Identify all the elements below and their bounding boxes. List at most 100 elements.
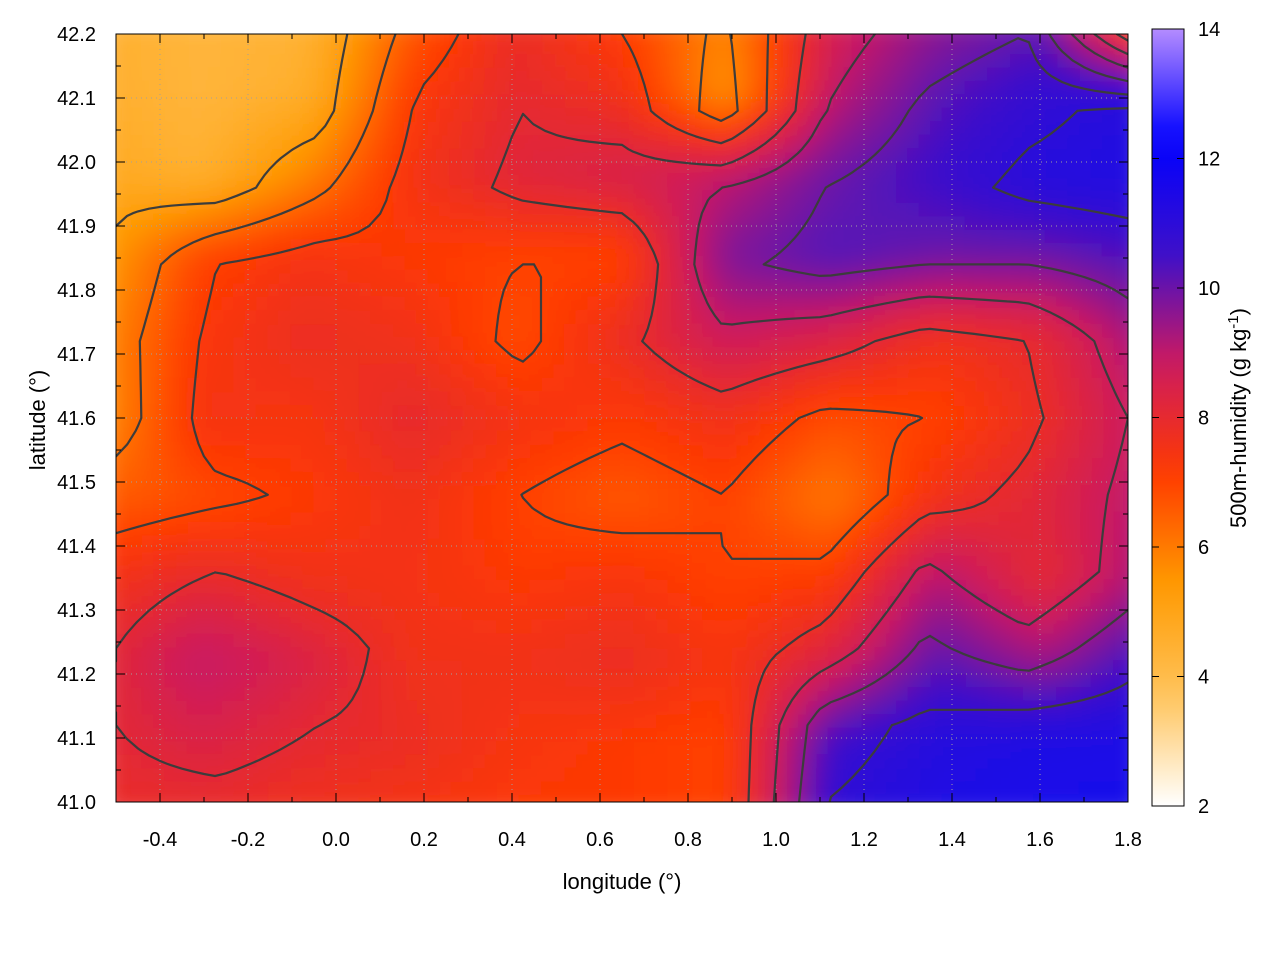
heat-cell xyxy=(804,458,818,473)
heat-cell xyxy=(896,135,909,150)
heat-cell xyxy=(461,54,475,69)
heat-cell xyxy=(256,108,269,123)
heat-cell xyxy=(473,660,486,675)
heat-cell xyxy=(942,606,955,621)
heat-cell xyxy=(747,34,761,42)
heat-cell xyxy=(1067,67,1081,83)
heat-cell xyxy=(1010,94,1024,110)
heat-cell xyxy=(96,108,108,122)
heat-cell xyxy=(450,431,463,446)
heat-cell xyxy=(1079,646,1092,662)
heat-cell xyxy=(301,296,315,312)
heat-cell xyxy=(210,620,223,635)
heat-cell xyxy=(759,431,772,446)
heat-cell xyxy=(416,471,429,487)
heat-cell xyxy=(1056,391,1069,406)
heat-cell xyxy=(782,660,795,675)
heat-cell xyxy=(1102,350,1115,365)
heat-cell xyxy=(667,81,680,96)
heat-cell xyxy=(404,175,417,190)
heat-cell xyxy=(987,34,1001,42)
heat-cell xyxy=(770,40,783,56)
heat-cell xyxy=(176,404,189,419)
heat-cell xyxy=(862,108,875,123)
heat-cell xyxy=(679,633,692,648)
heat-cell xyxy=(290,121,303,136)
heat-cell xyxy=(622,242,635,258)
heat-cell xyxy=(770,673,783,689)
heat-cell xyxy=(850,108,863,123)
heat-cell xyxy=(507,458,520,473)
heat-cell xyxy=(576,700,589,716)
heat-cell xyxy=(1090,81,1104,96)
heat-cell xyxy=(381,418,395,433)
heat-cell xyxy=(656,498,669,514)
heat-cell xyxy=(690,579,703,594)
heat-cell xyxy=(576,471,589,487)
heat-cell xyxy=(484,471,498,487)
heat-cell xyxy=(907,391,921,406)
heat-cell xyxy=(484,552,498,567)
heat-cell xyxy=(484,727,498,742)
heat-cell xyxy=(587,512,600,527)
heat-cell xyxy=(116,135,120,150)
heat-cell xyxy=(919,162,932,177)
heat-cell xyxy=(1079,700,1092,716)
heat-cell xyxy=(347,471,360,487)
heat-cell xyxy=(416,700,429,716)
heat-cell xyxy=(541,337,555,352)
heat-cell xyxy=(176,727,189,742)
heat-cell xyxy=(839,404,852,419)
heat-cell xyxy=(736,81,749,96)
heat-cell xyxy=(461,162,475,177)
heat-cell xyxy=(313,34,326,42)
heat-cell xyxy=(519,242,532,258)
heat-cell xyxy=(439,54,452,69)
heat-cell xyxy=(278,391,292,406)
heat-cell xyxy=(794,14,806,28)
heat-cell xyxy=(336,310,349,325)
heat-cell xyxy=(359,444,372,460)
heat-cell xyxy=(976,646,989,662)
heat-cell xyxy=(176,391,189,406)
heat-cell xyxy=(359,350,372,365)
heat-cell xyxy=(347,364,360,379)
heat-cell xyxy=(610,714,623,729)
heat-cell xyxy=(690,350,703,365)
heat-cell xyxy=(713,714,726,729)
heat-cell xyxy=(850,202,863,217)
heat-cell xyxy=(153,660,166,675)
heat-cell xyxy=(667,108,680,123)
heat-cell xyxy=(622,94,635,110)
heat-cell xyxy=(96,485,108,499)
heat-cell xyxy=(267,431,280,446)
heat-cell xyxy=(256,646,269,662)
heat-cell xyxy=(416,229,429,244)
heat-cell xyxy=(290,525,303,540)
heat-cell xyxy=(702,606,715,621)
heat-cell xyxy=(713,269,726,285)
heat-cell xyxy=(965,606,978,621)
heat-cell xyxy=(644,350,658,365)
heat-cell xyxy=(667,377,680,392)
heat-cell xyxy=(1045,498,1058,514)
heat-cell xyxy=(153,552,166,567)
heat-cell xyxy=(736,350,749,365)
heat-cell xyxy=(976,620,989,635)
heat-cell xyxy=(1067,121,1081,136)
heat-cell xyxy=(1090,512,1104,527)
heat-cell xyxy=(679,458,692,473)
heat-cell xyxy=(724,525,738,540)
heat-cell xyxy=(347,269,360,285)
heat-cell xyxy=(118,458,132,473)
heat-cell xyxy=(381,34,395,42)
heat-cell xyxy=(965,229,978,244)
heat-cell xyxy=(713,404,726,419)
heat-cell xyxy=(553,579,566,594)
heat-cell xyxy=(999,202,1012,217)
heat-cell xyxy=(290,687,303,702)
heat-cell xyxy=(816,229,829,244)
heat-cell xyxy=(622,121,635,136)
heat-cell xyxy=(1137,714,1149,728)
heat-cell xyxy=(896,54,909,69)
